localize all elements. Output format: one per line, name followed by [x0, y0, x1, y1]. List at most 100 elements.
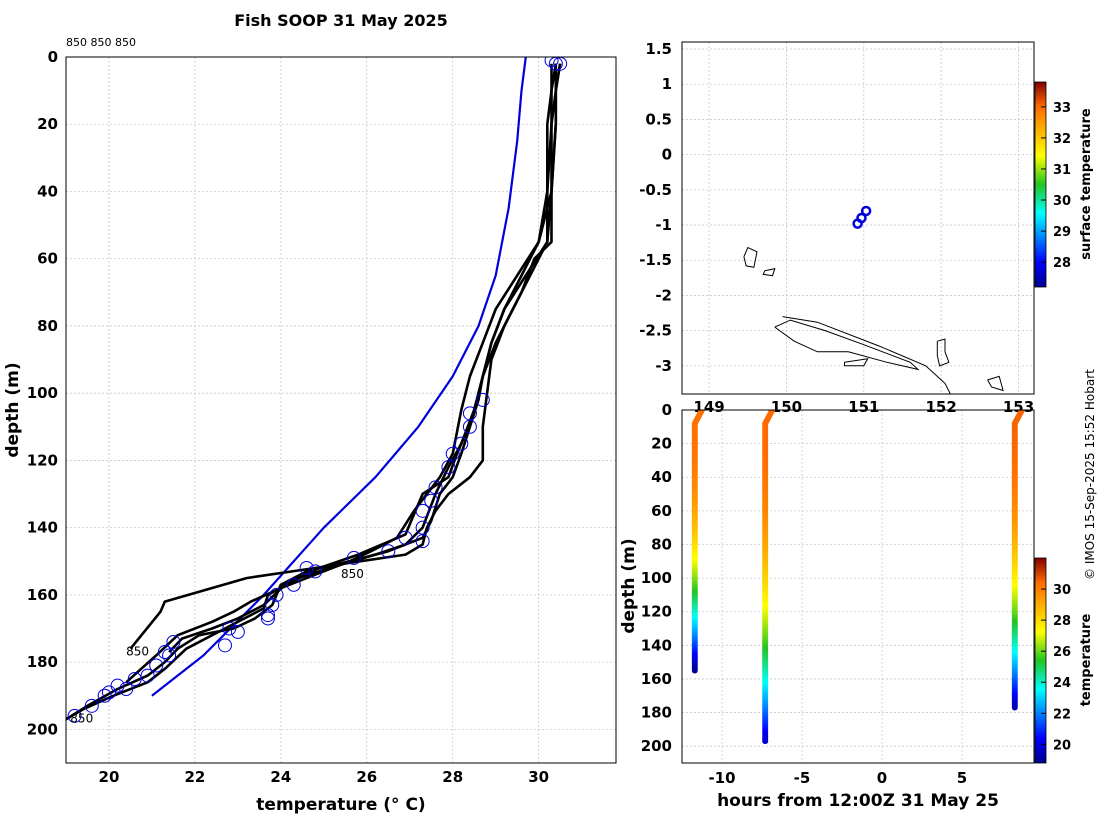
timeline-grid	[682, 409, 1034, 763]
qc-marker	[424, 493, 439, 508]
qc-marker	[398, 530, 413, 545]
timeline-colorbar-label: temperature	[1079, 614, 1094, 707]
timeline-y-tick-label: 180	[641, 704, 672, 722]
profiles-y-tick-label: 180	[27, 653, 58, 671]
qc-marker	[475, 392, 490, 407]
cast-sample	[691, 667, 698, 674]
timeline-colorbar-tick-label: 22	[1053, 707, 1071, 722]
qc-marker	[462, 419, 477, 434]
coastline	[987, 375, 1004, 392]
qc-marker	[308, 564, 323, 579]
qc-marker	[299, 561, 314, 576]
timeline-x-tick-label: -10	[708, 769, 735, 787]
timeline-x-tick-label: -5	[794, 769, 811, 787]
timeline-y-tick-label: 60	[651, 502, 672, 520]
map-x-tick-label: 152	[926, 398, 957, 416]
timeline-y-tick-label: 120	[641, 603, 672, 621]
qc-marker	[166, 634, 181, 649]
profiles-y-tick-label: 140	[27, 519, 58, 537]
qc-marker	[454, 436, 469, 451]
timeline-y-tick-label: 0	[662, 401, 672, 419]
map-y-tick-label: 0.5	[645, 110, 672, 128]
qc-marker	[260, 611, 275, 626]
profiles-panel: 850 850 850 20 22 24 26 28 30 0 20 40 60 80 100 120 140…	[3, 48, 617, 815]
coastline	[936, 338, 950, 367]
profile-label: 850	[70, 712, 93, 726]
map-colorbar-tick-label: 28	[1053, 256, 1071, 271]
qc-marker	[222, 621, 237, 636]
coastline	[782, 316, 951, 394]
map-x-tick-label: 151	[848, 398, 879, 416]
coastline	[844, 358, 869, 367]
qc-marker	[269, 587, 284, 602]
timeline-y-tick-label: 140	[641, 636, 672, 654]
profiles-y-tick-label: 20	[37, 115, 58, 133]
map-y-tick-label: -0.5	[639, 181, 672, 199]
series-profile-3-line	[66, 63, 562, 721]
map-colorbar-tick-label: 30	[1053, 194, 1071, 209]
cast-sample	[1011, 704, 1018, 711]
timeline-y-tick-label: 200	[641, 737, 672, 755]
profiles-axes-box	[65, 56, 617, 764]
timeline-colorbar-tick-label: 24	[1053, 676, 1071, 691]
timeline-x-tick-label: 5	[957, 769, 967, 787]
qc-marker	[415, 503, 430, 518]
map-y-tick-label: 1.5	[645, 40, 672, 58]
map-y-tick-label: -2.5	[639, 322, 672, 340]
qc-marker	[157, 645, 172, 660]
timeline-colorbar-tick-label: 26	[1053, 645, 1071, 660]
map-content	[743, 205, 1004, 394]
profiles-y-tick-label: 200	[27, 720, 58, 738]
qc-marker	[140, 668, 155, 683]
qc-marker	[428, 480, 443, 495]
profile-label: 850	[341, 567, 364, 581]
qc-marker	[119, 682, 134, 697]
map-colorbar-tick-label: 31	[1053, 163, 1071, 178]
qc-marker	[441, 460, 456, 475]
credit-text: © IMOS 15-Sep-2025 15:52 Hobart	[1083, 369, 1097, 580]
series-profile-2-line	[168, 63, 562, 653]
coastline	[743, 246, 758, 268]
profiles-y-tick-label: 100	[27, 384, 58, 402]
qc-marker	[149, 658, 164, 673]
qc-marker	[162, 648, 177, 663]
profiles-x-tick-label: 28	[442, 768, 463, 786]
qc-marker	[445, 446, 460, 461]
profiles-x-tick-label: 30	[528, 768, 549, 786]
profiles-y-tick-label: 60	[37, 250, 58, 268]
cast-location-marker	[860, 205, 872, 217]
map-y-tick-label: -3	[655, 357, 672, 375]
profiles-lines: 850 850 850	[66, 57, 568, 726]
figure-title: Fish SOOP 31 May 2025	[234, 11, 448, 30]
profiles-ticks: 20 22 24 26 28 30 0 20 40 60 80 100 120 140 160 180 200	[27, 48, 549, 786]
timeline-y-tick-label: 100	[641, 569, 672, 587]
profiles-x-tick-label: 26	[356, 768, 377, 786]
profiles-y-tick-label: 120	[27, 451, 58, 469]
map-colorbar	[1034, 81, 1047, 288]
timeline-y-tick-label: 40	[651, 468, 672, 486]
timeline-colorbar	[1034, 557, 1047, 764]
qc-marker	[84, 698, 99, 713]
timeline-y-axis-label: depth (m)	[619, 538, 639, 633]
profiles-grid	[66, 56, 616, 763]
profiles-x-axis-label: temperature (° C)	[256, 795, 425, 815]
map-colorbar-label: surface temperature	[1079, 108, 1094, 260]
profiles-x-tick-label: 22	[184, 768, 205, 786]
profiles-y-axis-label: depth (m)	[3, 362, 23, 457]
profiles-y-tick-label: 160	[27, 586, 58, 604]
series-profile-5-line	[125, 63, 553, 684]
timeline-y-tick-label: 80	[651, 535, 672, 553]
qc-marker	[110, 678, 125, 693]
profiles-x-tick-label: 24	[270, 768, 291, 786]
timeline-colorbar-ticks: 20 22 24 26 28 30	[1041, 583, 1071, 753]
qc-marker	[101, 685, 116, 700]
profile-label: 850	[126, 644, 149, 658]
map-x-tick-label: 150	[771, 398, 802, 416]
timeline-axes-box	[681, 409, 1035, 764]
timeline-x-axis-label: hours from 12:00Z 31 May 25	[717, 791, 999, 811]
qc-marker	[67, 708, 82, 723]
map-axes-box	[681, 41, 1035, 395]
